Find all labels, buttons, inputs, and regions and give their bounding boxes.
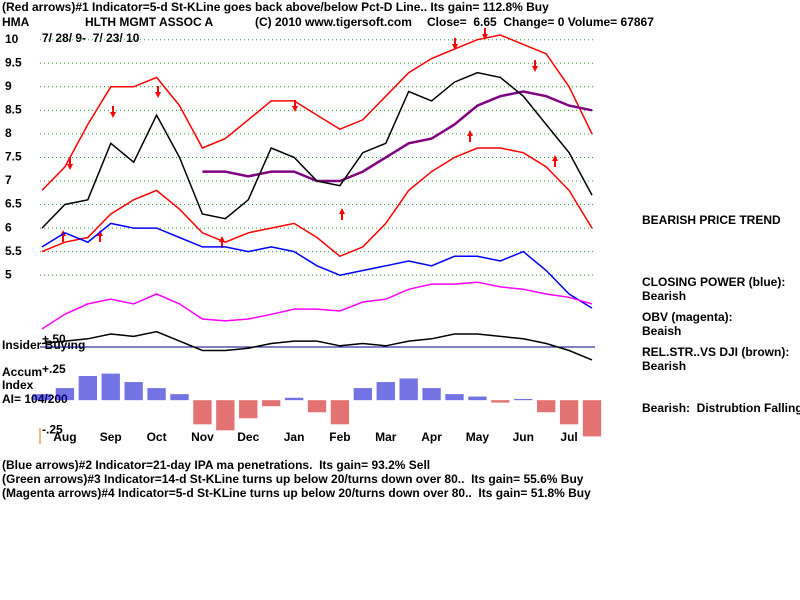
x-tick-label: Sep <box>100 430 122 444</box>
x-tick-label: Jan <box>284 430 305 444</box>
series-line <box>41 222 593 309</box>
series-line <box>41 147 593 258</box>
footer-line: (Green arrows)#3 Indicator=14-d St-KLine… <box>2 472 584 486</box>
bar <box>55 388 75 401</box>
signal-arrows <box>60 28 558 248</box>
bar <box>376 382 395 401</box>
y-tick-label: 9 <box>5 79 12 93</box>
y-tick-label: 6.5 <box>5 197 22 211</box>
bar <box>330 400 350 425</box>
arrow <box>155 86 161 98</box>
footer-line: (Magenta arrows)#4 Indicator=5-d St-KLin… <box>2 486 591 500</box>
arrow <box>452 38 458 50</box>
arrow <box>292 100 298 112</box>
y-tick-label: 8.5 <box>5 103 22 117</box>
arrow <box>467 130 473 142</box>
x-tick-label: Aug <box>53 430 76 444</box>
bar <box>124 382 143 401</box>
bar <box>559 400 579 425</box>
bar <box>239 400 258 419</box>
series-line <box>41 34 593 191</box>
bar <box>170 394 189 401</box>
bar <box>537 400 556 413</box>
x-tick-label: Nov <box>191 430 214 444</box>
y-tick-label: 5.5 <box>5 244 22 258</box>
symbol: HMA <box>2 15 30 29</box>
x-tick-label: Apr <box>421 430 442 444</box>
bar <box>78 376 97 401</box>
y-tick-label: 9.5 <box>5 55 22 69</box>
y-tick-label: -.25 <box>42 423 63 437</box>
arrow <box>339 208 345 220</box>
bar <box>307 400 327 413</box>
x-tick-label: Mar <box>375 430 397 444</box>
bar <box>32 394 52 401</box>
series-line <box>202 90 593 183</box>
x-tick-label: Dec <box>237 430 259 444</box>
note-value: Bearish <box>642 359 686 373</box>
y-tick-label: 7 <box>5 173 12 187</box>
note-title: CLOSING POWER (blue): <box>642 275 785 289</box>
y-tick-label: +.25 <box>42 362 66 376</box>
bar <box>468 396 487 401</box>
bar <box>353 388 372 401</box>
arrow <box>67 158 73 170</box>
x-tick-label: Feb <box>329 430 350 444</box>
y-tick-label: 7.5 <box>5 150 22 164</box>
note-title: OBV (magenta): <box>642 310 733 324</box>
arrow <box>482 28 488 40</box>
left-label: Accum <box>2 365 42 379</box>
series-line <box>41 330 593 361</box>
trend-note: BEARISH PRICE TREND <box>642 213 781 227</box>
bar <box>399 378 418 401</box>
bar <box>101 373 120 401</box>
y-tick-label: 6 <box>5 220 12 234</box>
quote: Close= 6.65 Change= 0 Volume= 67867 <box>427 15 654 29</box>
company: HLTH MGMT ASSOC A <box>85 15 214 29</box>
arrow <box>552 155 558 167</box>
x-tick-label: Jul <box>560 430 577 444</box>
x-tick-label: May <box>466 430 490 444</box>
arrow <box>110 106 116 118</box>
bar <box>262 400 281 407</box>
bar <box>147 388 166 401</box>
arrow <box>532 60 538 72</box>
note-title: REL.STR..VS DJI (brown): <box>642 345 789 359</box>
bar <box>193 400 212 425</box>
x-tick-label: Oct <box>147 430 167 444</box>
bar <box>514 398 533 401</box>
y-tick-label: 10 <box>5 32 19 46</box>
dates: 7/ 28/ 9- 7/ 23/ 10 <box>42 31 140 45</box>
signal-text: (Red arrows)#1 Indicator=5-d St-KLine go… <box>2 0 549 14</box>
bar <box>582 400 602 437</box>
x-tick-label: Jun <box>513 430 534 444</box>
note-value: Bearish <box>642 289 686 303</box>
y-tick-label: +.50 <box>42 332 66 346</box>
arrow <box>219 236 225 248</box>
y-tick-label: 8 <box>5 126 12 140</box>
bar <box>491 400 510 403</box>
y-tick-label: 5 <box>5 267 12 281</box>
series-line <box>41 281 593 330</box>
bar <box>445 394 464 401</box>
note-value: Beaish <box>642 324 681 338</box>
series-line <box>41 71 593 229</box>
left-label: Index <box>2 378 34 392</box>
note-value: Bearish: Distrubtion Falling. <box>642 401 800 415</box>
bar <box>284 397 304 401</box>
footer-line: (Blue arrows)#2 Indicator=21-day IPA ma … <box>2 458 430 472</box>
copyright: (C) 2010 www.tigersoft.com <box>255 15 412 29</box>
bar <box>216 400 235 431</box>
bar <box>422 388 441 401</box>
